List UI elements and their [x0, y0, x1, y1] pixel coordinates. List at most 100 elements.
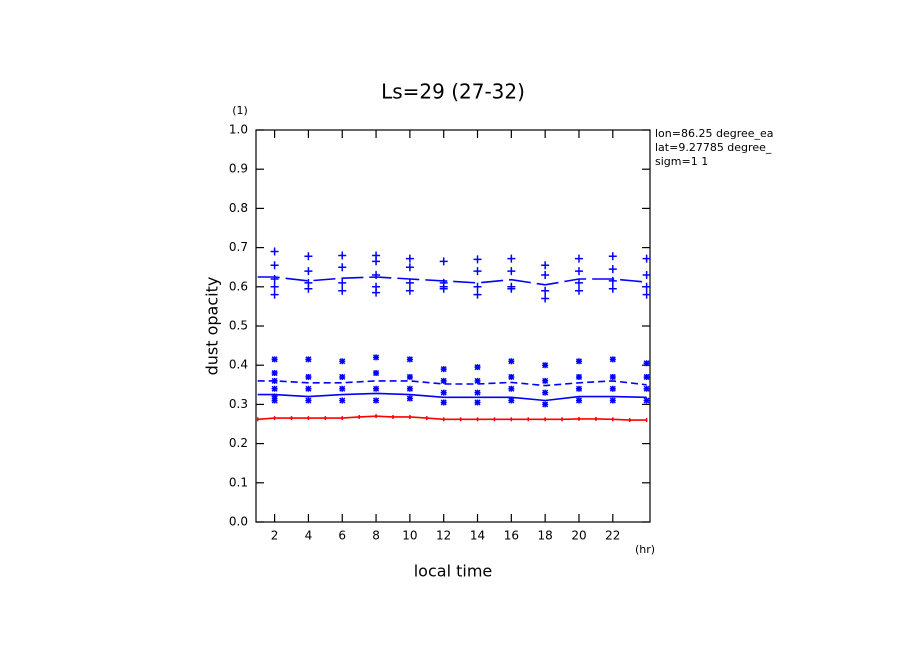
chart-title: Ls=29 (27-32)	[381, 80, 525, 104]
data-point	[372, 288, 381, 297]
y-tick-label: 1.0	[229, 123, 248, 137]
annotation: sigm=1 1	[655, 155, 708, 168]
data-point	[373, 385, 380, 392]
data-point	[439, 257, 448, 266]
data-point	[339, 358, 346, 365]
data-point	[608, 284, 617, 293]
data-point	[643, 373, 650, 380]
y-tick-label: 0.4	[229, 358, 248, 372]
y-tick-label: 0.1	[229, 475, 248, 489]
data-point	[305, 397, 312, 404]
data-point	[405, 286, 414, 295]
data-point	[643, 397, 650, 404]
y-tick-label: 0.3	[229, 397, 248, 411]
data-point	[542, 401, 549, 408]
x-tick-label: 10	[402, 529, 417, 543]
data-line	[257, 392, 647, 402]
data-point	[440, 389, 447, 396]
plot-frame	[255, 129, 651, 523]
data-point	[406, 385, 413, 392]
data-line	[257, 415, 647, 421]
data-point	[405, 254, 414, 263]
data-point	[305, 385, 312, 392]
data-point	[608, 265, 617, 274]
y-tick-label: 0.6	[229, 279, 248, 293]
data-point	[271, 393, 278, 400]
data-line	[257, 276, 647, 286]
data-point	[474, 399, 481, 406]
data-point	[642, 254, 651, 263]
data-point	[372, 271, 381, 280]
x-unit: (hr)	[635, 543, 655, 556]
data-point	[507, 254, 516, 263]
data-point	[541, 261, 550, 270]
data-point	[474, 377, 481, 384]
x-tick-label: 22	[605, 529, 620, 543]
data-point	[304, 252, 313, 261]
data-point	[474, 389, 481, 396]
y-axis-label: dust opacity	[203, 277, 222, 376]
data-point	[642, 282, 651, 291]
data-point	[406, 356, 413, 363]
data-point	[574, 286, 583, 295]
data-point	[405, 263, 414, 272]
x-tick-label: 8	[372, 529, 380, 543]
data-point	[373, 370, 380, 377]
data-point	[507, 284, 516, 293]
data-point	[473, 255, 482, 264]
annotation: lat=9.27785 degree_	[655, 141, 772, 154]
y-tick-label: 0.2	[229, 436, 248, 450]
data-point	[270, 247, 279, 256]
y-tick-label: 0.5	[229, 319, 248, 333]
x-tick-label: 12	[436, 529, 451, 543]
data-point	[271, 356, 278, 363]
data-point	[270, 290, 279, 299]
x-tick-label: 4	[305, 529, 313, 543]
data-point	[574, 278, 583, 287]
data-point	[541, 286, 550, 295]
data-point	[542, 377, 549, 384]
data-point	[574, 267, 583, 276]
data-point	[305, 356, 312, 363]
data-point	[473, 282, 482, 291]
data-point	[642, 290, 651, 299]
data-point	[339, 397, 346, 404]
data-point	[542, 389, 549, 396]
data-point	[642, 271, 651, 280]
data-point	[439, 284, 448, 293]
data-point	[305, 373, 312, 380]
data-point	[405, 278, 414, 287]
data-point	[304, 284, 313, 293]
y-tick-label: 0.9	[229, 162, 248, 176]
data-point	[609, 397, 616, 404]
data-point	[304, 267, 313, 276]
data-point	[440, 399, 447, 406]
x-tick-label: 18	[538, 529, 553, 543]
data-point	[608, 276, 617, 285]
x-tick-label: 6	[338, 529, 346, 543]
data-point	[643, 360, 650, 367]
data-point	[271, 377, 278, 384]
data-point	[609, 385, 616, 392]
x-tick-label: 14	[470, 529, 485, 543]
data-point	[339, 385, 346, 392]
data-point	[474, 364, 481, 371]
data-point	[575, 373, 583, 380]
x-tick-label: 2	[271, 529, 279, 543]
y-tick-label: 0.7	[229, 240, 248, 254]
data-point	[271, 385, 278, 392]
data-point	[406, 395, 413, 402]
data-point	[609, 373, 616, 380]
data-point	[507, 267, 516, 276]
data-point	[575, 397, 583, 404]
data-point	[338, 278, 347, 287]
data-point	[372, 257, 381, 266]
data-point	[608, 252, 617, 261]
data-point	[473, 267, 482, 276]
data-point	[574, 254, 583, 263]
data-point	[643, 385, 650, 392]
x-axis-label: local time	[414, 562, 493, 581]
data-point	[271, 397, 278, 404]
data-point	[609, 356, 616, 363]
